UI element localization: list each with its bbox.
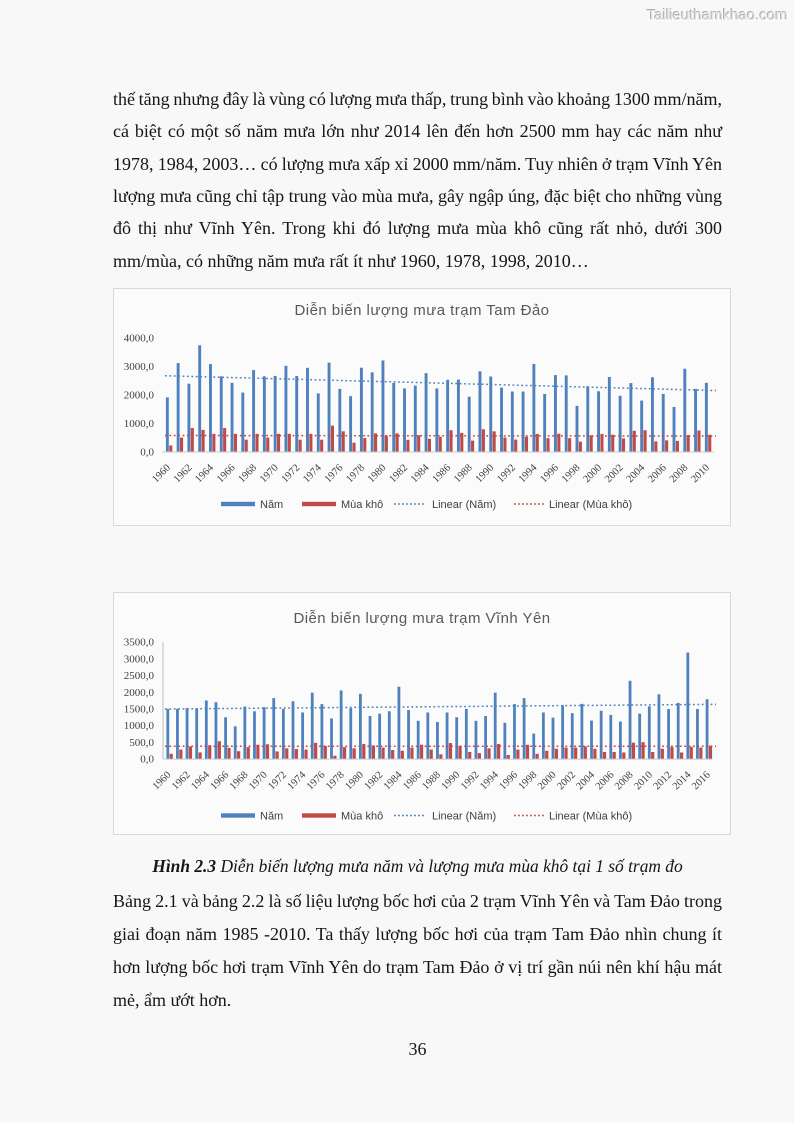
svg-text:0,0: 0,0: [140, 447, 154, 459]
svg-text:Linear (Mùa khô): Linear (Mùa khô): [549, 499, 632, 511]
svg-text:1500,0: 1500,0: [124, 704, 155, 716]
svg-text:Linear (Năm): Linear (Năm): [432, 811, 496, 823]
svg-text:2500,0: 2500,0: [124, 670, 155, 682]
svg-text:3000,0: 3000,0: [124, 653, 155, 665]
svg-text:Diễn biến lượng mưa trạm Tam Đ: Diễn biến lượng mưa trạm Tam Đảo: [295, 302, 550, 319]
svg-text:Diễn biến lượng mưa trạm Vĩnh: Diễn biến lượng mưa trạm Vĩnh Yên: [293, 610, 550, 627]
svg-text:Linear (Mùa khô): Linear (Mùa khô): [549, 811, 632, 823]
svg-text:3000,0: 3000,0: [124, 361, 155, 373]
svg-text:2000,0: 2000,0: [124, 390, 155, 402]
svg-text:1000,0: 1000,0: [124, 720, 155, 732]
svg-text:3500,0: 3500,0: [124, 637, 155, 649]
svg-text:500,0: 500,0: [129, 737, 154, 749]
svg-text:0,0: 0,0: [140, 754, 154, 766]
svg-text:Năm: Năm: [260, 811, 283, 823]
svg-text:4000,0: 4000,0: [124, 333, 155, 345]
svg-text:Linear (Năm): Linear (Năm): [432, 499, 496, 511]
svg-text:Mùa khô: Mùa khô: [341, 811, 383, 823]
svg-text:2000,0: 2000,0: [124, 687, 155, 699]
svg-text:Năm: Năm: [260, 499, 283, 511]
svg-text:1000,0: 1000,0: [124, 418, 155, 430]
svg-text:Mùa khô: Mùa khô: [341, 499, 383, 511]
